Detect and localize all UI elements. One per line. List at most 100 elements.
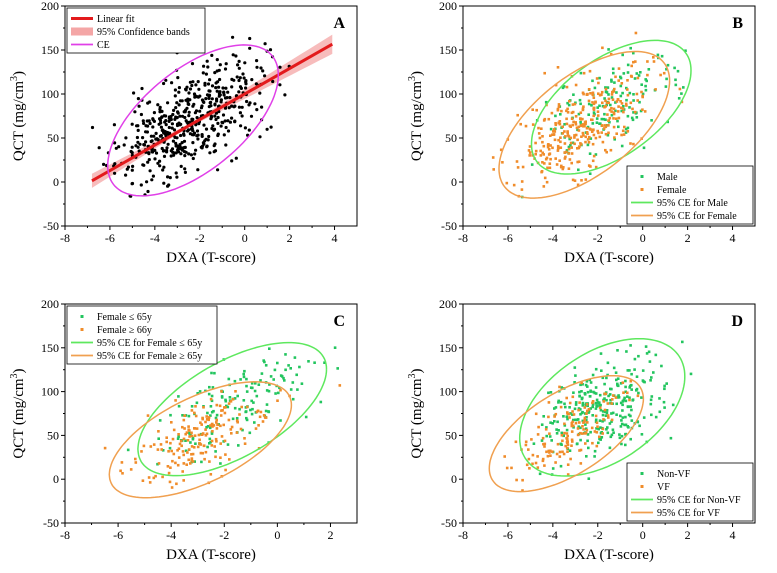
data-point xyxy=(579,438,582,442)
data-point xyxy=(587,477,591,480)
data-point xyxy=(588,69,592,73)
data-point xyxy=(553,415,556,418)
data-point xyxy=(207,134,211,139)
data-point xyxy=(158,107,162,111)
data-point xyxy=(595,117,599,120)
data-point xyxy=(548,162,552,165)
data-point xyxy=(630,116,634,120)
data-point xyxy=(574,123,578,126)
data-point xyxy=(581,117,584,121)
data-point xyxy=(176,449,179,452)
data-point xyxy=(573,381,576,384)
data-point xyxy=(609,103,612,107)
data-point xyxy=(543,445,546,448)
data-point xyxy=(587,113,590,116)
data-point xyxy=(572,120,575,124)
data-point xyxy=(149,139,153,144)
data-point xyxy=(638,100,641,104)
data-point xyxy=(611,67,615,71)
data-point xyxy=(581,402,585,406)
data-point xyxy=(205,59,209,63)
data-point xyxy=(231,417,235,421)
data-point xyxy=(607,131,610,135)
data-point xyxy=(284,353,287,356)
data-point xyxy=(610,420,613,423)
data-point xyxy=(126,448,130,452)
data-point xyxy=(267,410,271,414)
data-point xyxy=(561,439,564,443)
data-point xyxy=(576,427,580,430)
data-point xyxy=(666,120,669,124)
data-point xyxy=(624,443,627,447)
data-point xyxy=(633,110,637,114)
data-point xyxy=(540,170,544,173)
data-point xyxy=(562,452,566,456)
data-point xyxy=(228,95,232,100)
data-point xyxy=(499,148,503,152)
data-point xyxy=(607,97,611,101)
data-point xyxy=(562,434,565,438)
data-point xyxy=(232,78,236,82)
data-point xyxy=(594,153,598,156)
data-point xyxy=(190,434,194,438)
data-point xyxy=(580,135,583,138)
data-point xyxy=(605,428,608,431)
data-point xyxy=(167,115,171,119)
data-point xyxy=(583,432,587,435)
data-point xyxy=(130,168,134,172)
data-point xyxy=(595,421,599,425)
data-point xyxy=(571,410,574,413)
data-point xyxy=(136,145,140,149)
data-point xyxy=(177,447,181,450)
data-point xyxy=(619,100,622,103)
data-point xyxy=(204,127,209,131)
data-point xyxy=(156,462,159,466)
data-point xyxy=(185,85,189,89)
data-point xyxy=(568,124,572,128)
data-point xyxy=(152,476,156,480)
data-point xyxy=(624,385,627,389)
data-point xyxy=(124,136,128,140)
data-point xyxy=(196,80,200,84)
data-point xyxy=(146,414,150,417)
data-point xyxy=(571,141,575,145)
y-tick-label: 200 xyxy=(41,0,59,13)
data-point xyxy=(611,411,615,415)
data-point xyxy=(605,398,608,402)
data-point xyxy=(557,105,561,109)
data-point xyxy=(629,46,632,50)
data-point xyxy=(603,410,607,414)
data-point xyxy=(240,405,243,409)
data-point xyxy=(579,118,583,121)
data-point xyxy=(650,395,654,398)
data-point xyxy=(543,71,546,75)
data-point xyxy=(592,154,596,158)
y-tick-label: 100 xyxy=(41,87,59,101)
data-point xyxy=(586,404,589,408)
data-point xyxy=(564,155,567,159)
data-point xyxy=(242,399,246,402)
data-point xyxy=(238,413,241,416)
data-point xyxy=(612,125,616,129)
data-point xyxy=(558,385,561,389)
data-point xyxy=(220,435,224,438)
x-tick-label: -6 xyxy=(113,528,123,542)
confidence-ellipse xyxy=(106,44,280,197)
data-point xyxy=(542,185,546,188)
data-point xyxy=(640,83,643,86)
data-point xyxy=(227,402,231,405)
data-point xyxy=(169,149,173,153)
data-point xyxy=(556,149,560,152)
data-point xyxy=(207,416,211,419)
data-point xyxy=(195,134,199,138)
data-point xyxy=(255,108,259,112)
data-point xyxy=(177,121,181,125)
data-point xyxy=(161,168,165,172)
data-point xyxy=(606,402,610,405)
data-point xyxy=(150,178,154,182)
data-point xyxy=(591,159,595,163)
data-point xyxy=(210,410,214,414)
data-point xyxy=(543,442,547,446)
data-point xyxy=(666,63,670,67)
data-point xyxy=(621,53,624,57)
